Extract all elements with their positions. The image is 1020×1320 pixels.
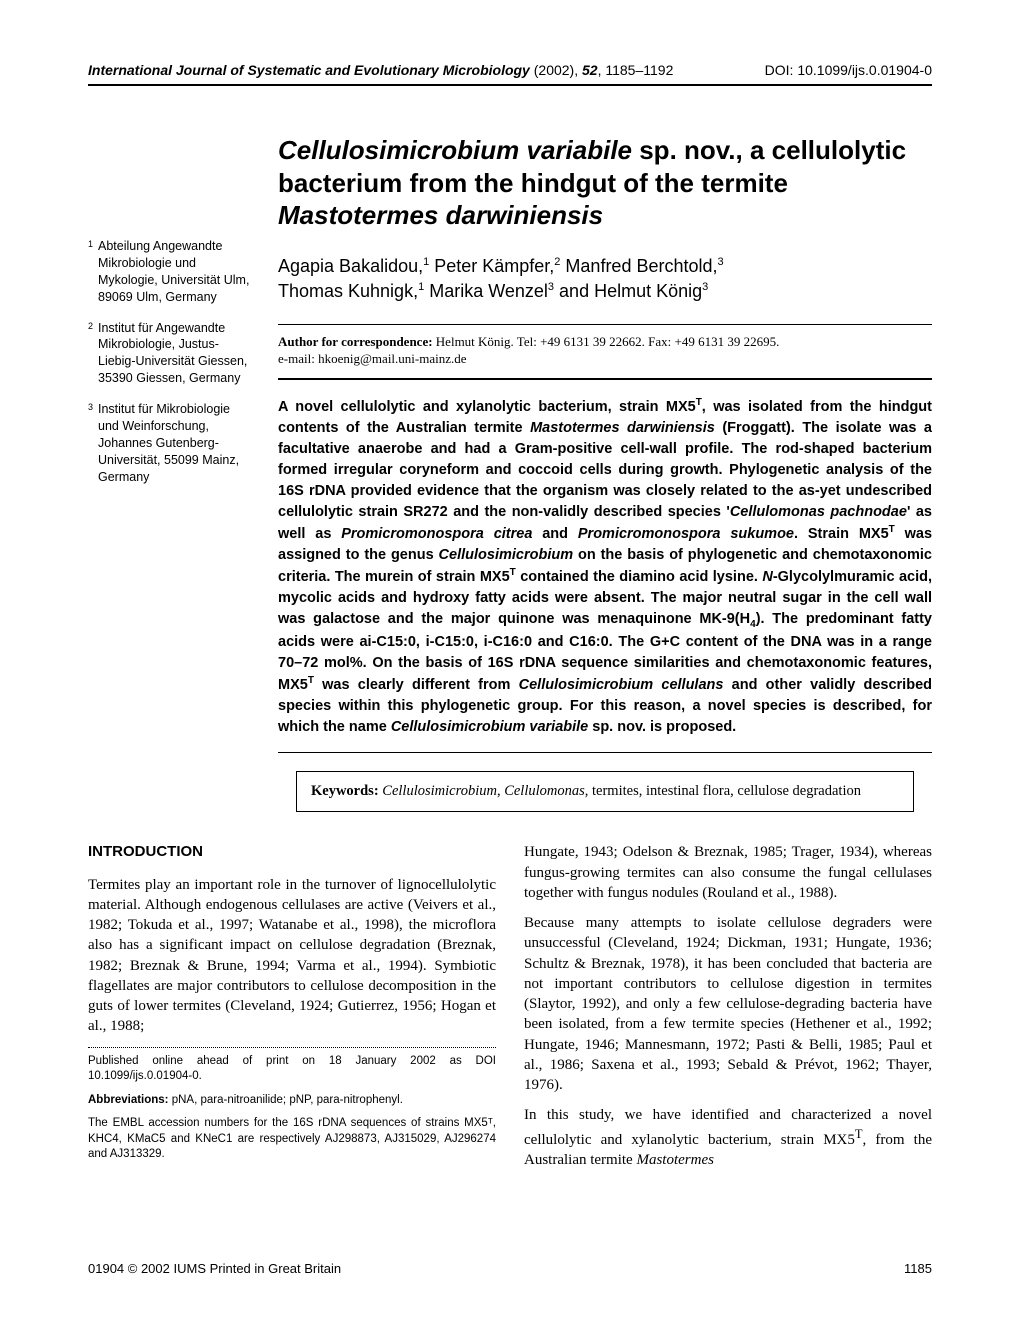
corr-label: Author for correspondence:: [278, 334, 436, 349]
keywords-rest: , termites, intestinal flora, cellulose …: [585, 783, 861, 799]
affiliation-text: Institut für Angewandte Mikrobiologie, J…: [98, 321, 247, 386]
abs-text: was clearly different from: [314, 677, 519, 693]
body-col-left: INTRODUCTION Termites play an important …: [88, 842, 496, 1180]
abs-ital: Cellulosimicrobium cellulans: [519, 677, 724, 693]
abs-text: and: [532, 526, 577, 542]
footnote-1: Published online ahead of print on 18 Ja…: [88, 1054, 496, 1085]
title-italic-1: Cellulosimicrobium variabile: [278, 135, 632, 165]
intro-para-1: Termites play an important role in the t…: [88, 875, 496, 1037]
intro-para-4: In this study, we have identified and ch…: [524, 1105, 932, 1170]
abs-ital: Promicromonospora sukumoe: [578, 526, 794, 542]
title-italic-2: Mastotermes darwiniensis: [278, 200, 603, 230]
footnote-abbrev-label: Abbreviations:: [88, 1094, 169, 1106]
doi-value: 10.1099/ijs.0.01904-0: [797, 62, 932, 78]
author-sup: 3: [718, 256, 724, 268]
abs-ital: Mastotermes darwiniensis: [530, 420, 715, 436]
intro-para-2: Hungate, 1943; Odelson & Breznak, 1985; …: [524, 842, 932, 903]
doi-label: DOI:: [765, 62, 798, 78]
author-3: Manfred Berchtold,: [560, 256, 717, 276]
footnote-3: The EMBL accession numbers for the 16S r…: [88, 1116, 496, 1163]
keywords-box: Keywords: Cellulosimicrobium, Cellulomon…: [296, 771, 914, 813]
affiliation-3: 3 Institut für Mikrobiologie und Weinfor…: [88, 401, 254, 485]
keyword-ital: Cellulomonas: [504, 783, 585, 799]
page: International Journal of Systematic and …: [0, 0, 1020, 1220]
footnote-2: Abbreviations: pNA, para-nitroanilide; p…: [88, 1093, 496, 1109]
corr-email-label: e-mail:: [278, 351, 318, 366]
affiliation-1: 1 Abteilung Angewandte Mikrobiologie und…: [88, 238, 254, 306]
author-5: Marika Wenzel: [424, 281, 548, 301]
header-pages: , 1185–1192: [598, 62, 674, 78]
body-col-right: Hungate, 1943; Odelson & Breznak, 1985; …: [524, 842, 932, 1180]
abs-text: contained the diamino acid lysine.: [516, 569, 763, 585]
abs-ital: Promicromonospora citrea: [341, 526, 532, 542]
author-6: and Helmut König: [554, 281, 702, 301]
abs-text: A novel cellulolytic and xylanolytic bac…: [278, 399, 696, 415]
corr-name: Helmut König. Tel: +49 6131 39 22662. Fa…: [436, 334, 780, 349]
content-area: 1 Abteilung Angewandte Mikrobiologie und…: [88, 134, 932, 842]
abs-ital: N: [762, 569, 772, 585]
main-column: Cellulosimicrobium variabile sp. nov., a…: [278, 134, 932, 842]
sup-t: T: [855, 1127, 863, 1141]
abstract: A novel cellulolytic and xylanolytic bac…: [278, 396, 932, 753]
abs-ital: Cellulosimicrobium: [439, 547, 574, 563]
author-1: Agapia Bakalidou,: [278, 256, 423, 276]
footnotes: Published online ahead of print on 18 Ja…: [88, 1054, 496, 1163]
affiliation-sup: 2: [88, 320, 93, 332]
footer-left: 01904 © 2002 IUMS Printed in Great Brita…: [88, 1261, 341, 1276]
footnote-rule: [88, 1047, 496, 1048]
affiliations-column: 1 Abteilung Angewandte Mikrobiologie und…: [88, 134, 254, 842]
abs-text: sp. nov. is proposed.: [588, 719, 736, 735]
corr-email: hkoenig@mail.uni-mainz.de: [318, 351, 466, 366]
introduction-heading: INTRODUCTION: [88, 842, 496, 862]
affiliation-sup: 3: [88, 401, 93, 413]
page-footer: 01904 © 2002 IUMS Printed in Great Brita…: [88, 1261, 932, 1276]
affiliation-text: Institut für Mikrobiologie und Weinforsc…: [98, 402, 239, 484]
footer-page-number: 1185: [904, 1261, 932, 1276]
body-columns: INTRODUCTION Termites play an important …: [88, 842, 932, 1180]
author-2: Peter Kämpfer,: [429, 256, 554, 276]
affiliation-sup: 1: [88, 238, 93, 250]
author-4: Thomas Kuhnigk,: [278, 281, 418, 301]
footnote-abbrev-text: pNA, para-nitroanilide; pNP, para-nitrop…: [169, 1094, 403, 1106]
keyword-ital: Cellulosimicrobium: [382, 783, 497, 799]
article-title: Cellulosimicrobium variabile sp. nov., a…: [278, 134, 932, 232]
abs-ital: Cellulomonas pachnodae: [730, 504, 907, 520]
header-year: (2002),: [534, 62, 582, 78]
journal-name: International Journal of Systematic and …: [88, 62, 530, 78]
author-sup: 3: [702, 281, 708, 293]
keywords-label: Keywords:: [311, 783, 382, 799]
para-ital: Mastotermes: [636, 1152, 714, 1168]
running-header: International Journal of Systematic and …: [88, 62, 932, 86]
header-doi: DOI: 10.1099/ijs.0.01904-0: [765, 62, 932, 78]
header-journal: International Journal of Systematic and …: [88, 62, 673, 78]
authors: Agapia Bakalidou,1 Peter Kämpfer,2 Manfr…: [278, 254, 932, 304]
affiliation-text: Abteilung Angewandte Mikrobiologie und M…: [98, 239, 249, 304]
correspondence: Author for correspondence: Helmut König.…: [278, 324, 932, 380]
abs-text: . Strain MX5: [794, 526, 889, 542]
header-volume: 52: [582, 62, 598, 78]
affiliation-2: 2 Institut für Angewandte Mikrobiologie,…: [88, 320, 254, 388]
intro-para-3: Because many attempts to isolate cellulo…: [524, 913, 932, 1095]
abs-ital: Cellulosimicrobium variabile: [391, 719, 588, 735]
